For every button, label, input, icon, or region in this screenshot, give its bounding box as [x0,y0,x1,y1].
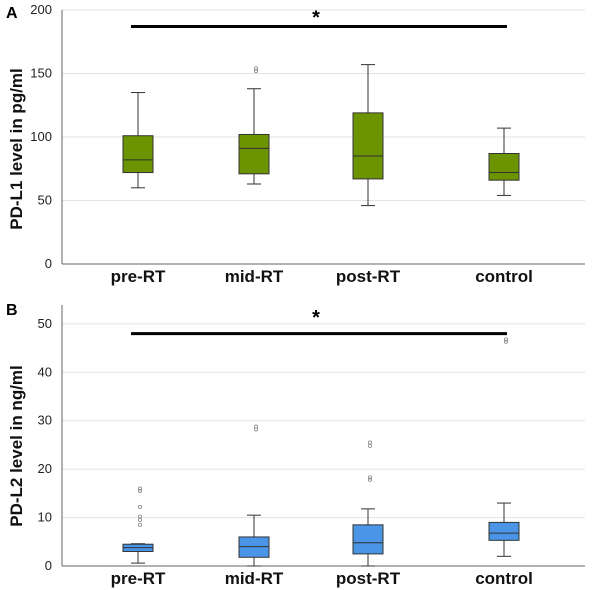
outlier-point [367,440,372,445]
box-mid-RT [238,66,270,185]
box-iqr [488,153,520,181]
outlier-point [253,424,258,429]
box-iqr [488,521,520,541]
y-tick-label: 0 [45,256,52,271]
panel-label-b: B [6,302,18,319]
x-category-label: pre-RT [111,267,166,286]
outlier-point [137,522,142,527]
box-post-RT [352,440,384,567]
outlier-point [367,475,372,480]
box-control [488,127,520,196]
x-category-label: pre-RT [111,569,166,588]
box-post-RT [352,64,384,207]
y-tick-label: 50 [38,316,52,331]
outlier-point [503,337,508,342]
panel-label-a: A [6,5,18,22]
box-pre-RT [122,486,154,564]
y-tick-label: 40 [38,364,52,379]
outlier-point [367,443,372,448]
x-category-label: control [475,267,533,286]
box-iqr [352,112,384,180]
y-tick-label: 200 [30,2,52,17]
box-pre-RT [122,92,154,189]
outlier-point [137,504,142,509]
y-tick-label: 100 [30,129,52,144]
outlier-point [367,477,372,482]
y-tick-label: 50 [38,193,52,208]
x-category-label: control [475,569,533,588]
y-axis-label-a: PD-L1 level in pg/ml [7,68,26,230]
x-category-label: post-RT [336,569,401,588]
box-iqr [238,133,270,175]
plot-area-b: 0 10 20 30 40 50 pre-RT mid-RT post-RT control [38,305,585,588]
x-category-label: post-RT [336,267,401,286]
y-tick-label: 0 [45,558,52,573]
outlier-point [137,488,142,493]
y-axis-label-b: PD-L2 level in ng/ml [7,365,26,527]
box-control [488,337,520,557]
outlier-point [503,339,508,344]
outlier-point [137,514,142,519]
y-tick-label: 20 [38,461,52,476]
x-category-label: mid-RT [225,569,284,588]
significance-star-a: * [312,7,320,29]
outlier-point [253,68,258,73]
outlier-point [137,486,142,491]
box-mid-RT [238,424,270,567]
y-tick-label: 150 [30,66,52,81]
y-tick-label: 30 [38,413,52,428]
outlier-point [253,66,258,71]
box-iqr [122,135,154,174]
outlier-point [137,517,142,522]
x-category-label: mid-RT [225,267,284,286]
box-iqr [352,524,384,555]
y-tick-label: 10 [38,510,52,525]
significance-star-b: * [312,307,320,329]
plot-area-a: 0 50 100 150 200 pre-RT mid-RT post-RT control [30,2,585,286]
